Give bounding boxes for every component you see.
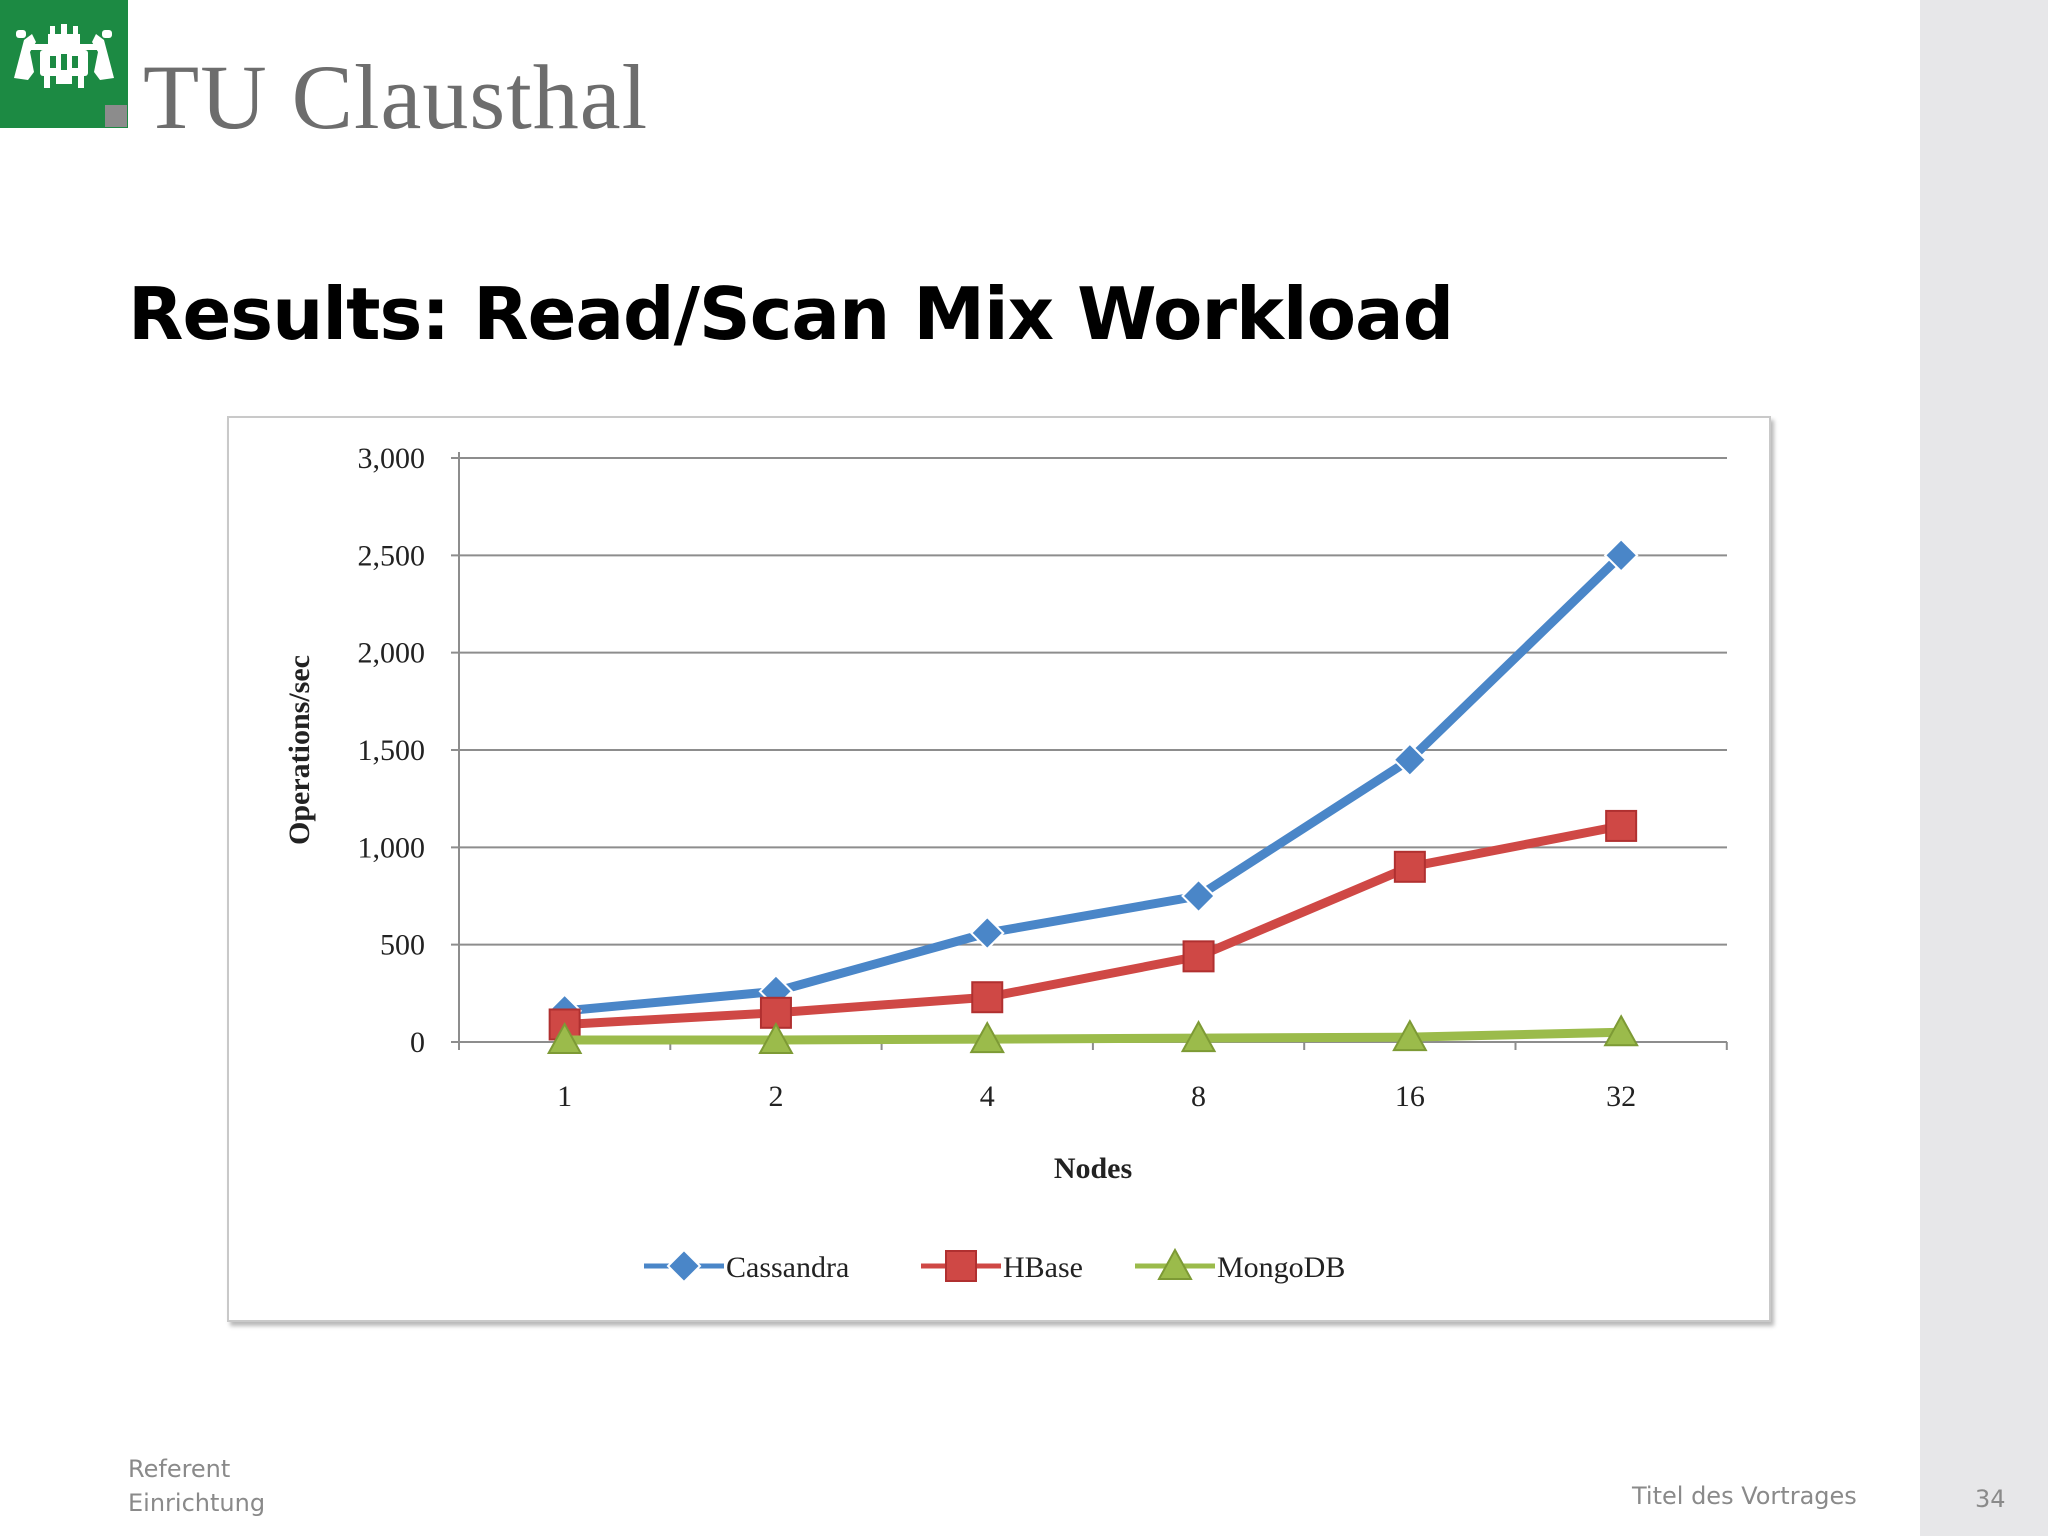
x-tick-label: 32 (1606, 1080, 1636, 1113)
footer-einrichtung: Einrichtung (128, 1489, 266, 1517)
y-tick-label: 3,000 (358, 442, 426, 475)
logo-square (105, 105, 127, 127)
chart: 0 500 1,000 1,500 2,000 2,500 3,000 1 2 4 8 16 32 Nod… (283, 442, 1728, 1284)
x-axis-title: Nodes (1054, 1152, 1132, 1185)
slide-title: Results: Read/Scan Mix Workload (128, 272, 1454, 356)
legend-mongodb-label: MongoDB (1217, 1251, 1345, 1284)
footer-left: Referent Einrichtung (128, 1452, 265, 1520)
x-tick-label: 2 (768, 1080, 783, 1113)
y-tick-label: 1,000 (358, 831, 426, 864)
cassandra-point (1181, 878, 1216, 914)
y-tick-label: 2,000 (358, 637, 426, 670)
x-tick-label: 16 (1395, 1080, 1425, 1113)
x-tick-label: 1 (557, 1080, 572, 1113)
cassandra-point (969, 915, 1005, 951)
mongodb-point (758, 1021, 794, 1055)
y-tick-label: 2,500 (358, 539, 426, 572)
cassandra-point (1392, 742, 1428, 778)
legend-hbase-marker (945, 1250, 977, 1282)
hbase-line (560, 821, 1626, 1029)
x-tick-label: 4 (980, 1080, 995, 1113)
legend-cassandra-label: Cassandra (726, 1251, 849, 1284)
y-tick-label: 500 (380, 929, 425, 962)
crest-icon (14, 24, 114, 88)
mongodb-point (1180, 1020, 1217, 1053)
mongodb-point (1392, 1019, 1428, 1052)
hbase-point (1393, 850, 1426, 883)
y-tick-label: 0 (410, 1026, 425, 1059)
legend-hbase-label: HBase (1003, 1251, 1083, 1284)
tu-clausthal-logo (0, 0, 128, 128)
mongodb-line (560, 1027, 1626, 1045)
mongodb-point (1603, 1014, 1639, 1047)
mongodb-point (969, 1021, 1005, 1054)
side-bar (1920, 0, 2048, 1536)
x-tick-label: 8 (1191, 1080, 1206, 1113)
footer-talk-title: Titel des Vortrages (1632, 1482, 1857, 1510)
cassandra-point (1603, 537, 1639, 573)
hbase-point (971, 981, 1004, 1014)
cassandra-line (560, 550, 1626, 1016)
page-number: 34 (1975, 1485, 2006, 1513)
hbase-point (1182, 940, 1215, 973)
chart-frame: 0 500 1,000 1,500 2,000 2,500 3,000 1 2 4 8 16 32 Nod… (227, 416, 1771, 1322)
footer-referent: Referent (128, 1455, 231, 1483)
mongodb-point (546, 1021, 583, 1055)
legend-mongodb-marker (1157, 1247, 1193, 1280)
y-axis-title: Operations/sec (283, 655, 316, 845)
y-tick-label: 1,500 (358, 734, 426, 767)
logo-text: TU Clausthal (143, 46, 649, 148)
legend-cassandra-marker (666, 1248, 702, 1284)
hbase-point (1605, 809, 1638, 842)
